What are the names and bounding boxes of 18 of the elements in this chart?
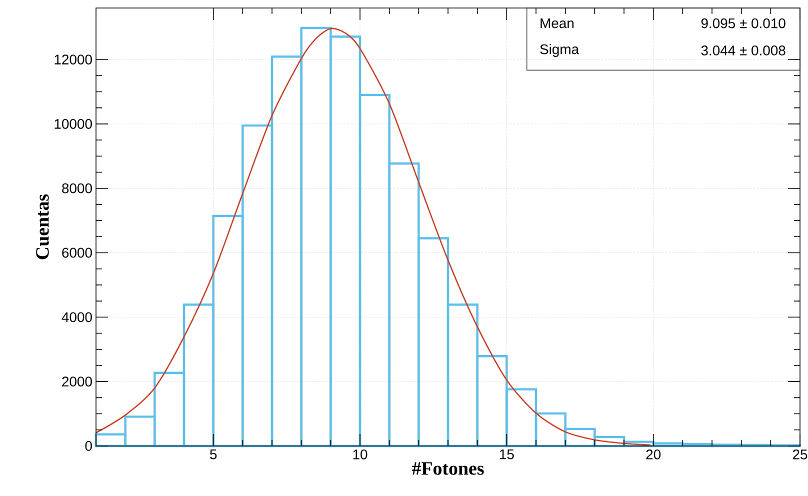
annotation: 9.095 ± 0.010 — [701, 18, 786, 28]
x-tick-label: 15 — [500, 450, 514, 460]
x-tick-label: 25 — [792, 449, 808, 460]
y-tick-label: 2000 — [62, 376, 92, 387]
y-tick-label: 4000 — [62, 312, 92, 322]
y-tick-label: 12000 — [54, 54, 92, 64]
x-tick-label: 20 — [646, 449, 661, 460]
x-axis-title: #Fotones — [412, 462, 484, 475]
annotation: 3.044 ± 0.008 — [701, 46, 786, 56]
y-tick-label: 6000 — [62, 248, 92, 258]
x-tick-label: 5 — [210, 450, 217, 460]
y-tick-label: 10000 — [54, 118, 92, 129]
y-tick-label: 0 — [85, 441, 92, 451]
annotation: Mean — [540, 18, 574, 28]
x-tick-label: 10 — [353, 449, 368, 460]
y-axis-title: Cuentas — [36, 194, 49, 260]
annotation: Sigma — [540, 44, 580, 57]
y-tick-label: 8000 — [62, 183, 92, 194]
